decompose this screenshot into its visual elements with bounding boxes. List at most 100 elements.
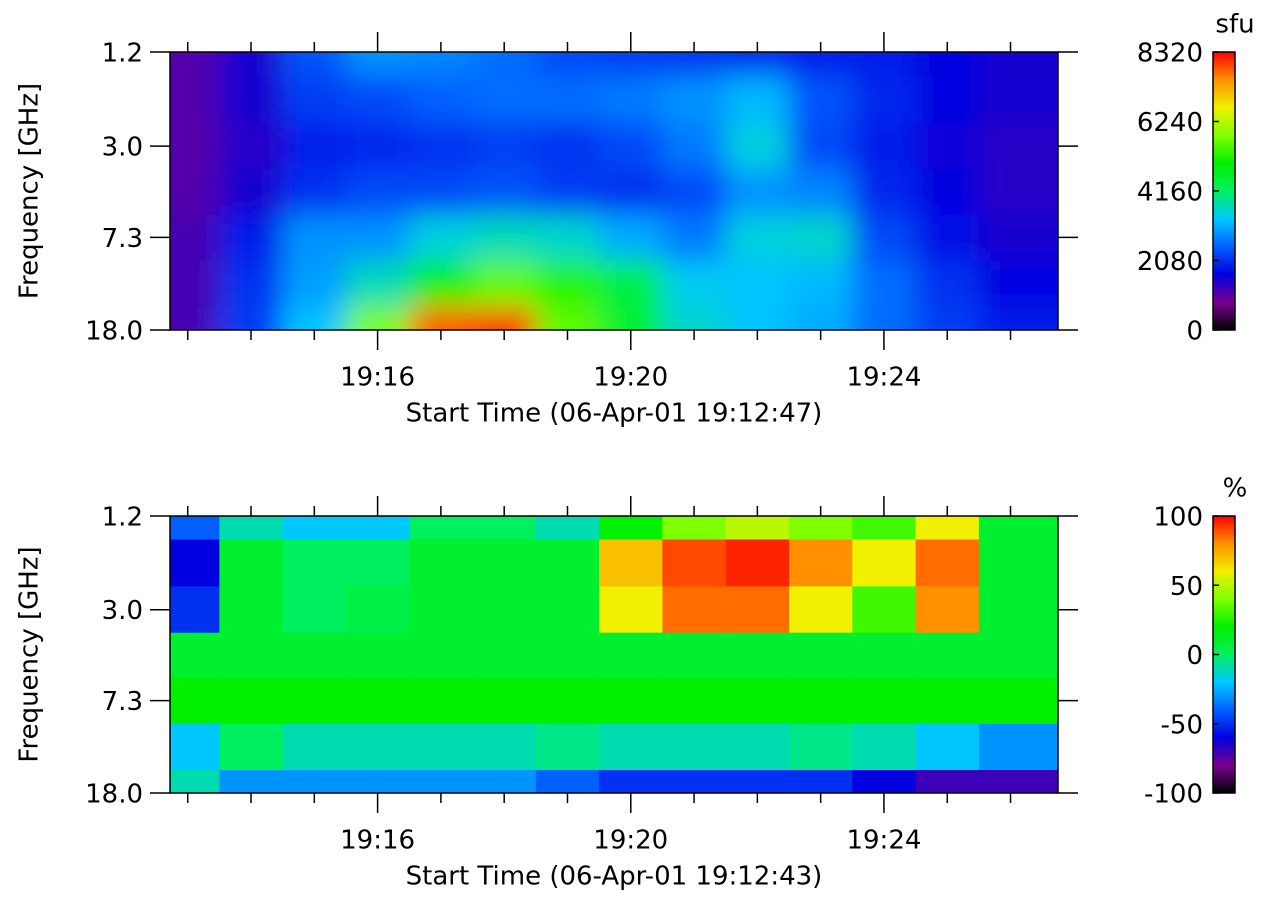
cell — [219, 678, 284, 725]
cell — [409, 678, 474, 725]
cell — [725, 75, 790, 124]
cell — [472, 678, 537, 725]
cell — [409, 723, 474, 771]
cell — [662, 52, 727, 77]
cell — [282, 75, 347, 124]
cell — [219, 770, 284, 793]
y-axis-label: Frequency [GHz] — [15, 546, 45, 762]
cell — [852, 214, 917, 262]
cell — [282, 122, 347, 170]
cell — [345, 52, 410, 77]
cell — [472, 632, 537, 679]
cell — [662, 632, 727, 679]
cell — [852, 539, 917, 587]
cell — [170, 52, 220, 77]
plot-frame — [169, 515, 1059, 794]
cell — [170, 678, 220, 725]
cell — [725, 632, 790, 679]
plot-frame — [169, 51, 1059, 331]
cell — [725, 586, 790, 634]
cell — [978, 52, 1058, 77]
x-axis-label: Start Time (06-Apr-01 19:12:47) — [406, 399, 823, 429]
cell — [789, 122, 853, 170]
colorbar-tick-label: 6240 — [1137, 108, 1203, 138]
cell — [472, 52, 537, 77]
cell — [599, 539, 663, 587]
cell — [345, 122, 410, 170]
cell — [409, 214, 474, 262]
cell — [535, 770, 600, 793]
cell — [219, 516, 284, 541]
cell — [472, 770, 537, 793]
cell — [282, 723, 347, 771]
cell — [662, 122, 727, 170]
cell — [662, 678, 727, 725]
x-axis-label: Start Time (06-Apr-01 19:12:43) — [406, 862, 823, 892]
cell — [170, 516, 220, 541]
cell — [599, 770, 663, 793]
cell — [978, 632, 1058, 679]
cell — [170, 723, 220, 771]
cell — [852, 260, 917, 308]
cell — [915, 586, 980, 634]
cell — [170, 75, 220, 124]
cell — [599, 723, 663, 771]
cell — [978, 723, 1058, 771]
cell — [472, 169, 537, 216]
cell — [219, 169, 284, 216]
cell — [219, 260, 284, 308]
cell — [599, 75, 663, 124]
cell — [535, 516, 600, 541]
y-tick-label: 18.0 — [85, 780, 143, 810]
cell — [472, 260, 537, 308]
cell — [789, 516, 853, 541]
cell — [472, 122, 537, 170]
colorbar-tick-label: 100 — [1153, 503, 1203, 533]
cell — [725, 122, 790, 170]
cell — [535, 260, 600, 308]
x-tick-label: 19:24 — [846, 826, 921, 856]
cell — [472, 586, 537, 634]
cell — [282, 307, 347, 330]
y-tick-label: 1.2 — [102, 39, 143, 69]
cell — [662, 307, 727, 330]
x-tick-label: 19:24 — [846, 363, 921, 393]
cell — [978, 122, 1058, 170]
cell — [599, 678, 663, 725]
colorbar-label: sfu — [1215, 10, 1254, 40]
cell — [345, 307, 410, 330]
cell — [599, 122, 663, 170]
cell — [170, 586, 220, 634]
cell — [535, 214, 600, 262]
cell — [599, 52, 663, 77]
cell — [915, 678, 980, 725]
cell — [662, 539, 727, 587]
cell — [282, 214, 347, 262]
cell — [978, 586, 1058, 634]
cell — [409, 307, 474, 330]
y-tick-label: 1.2 — [102, 503, 143, 533]
y-tick-label: 3.0 — [102, 133, 143, 163]
cell — [915, 307, 980, 330]
cell — [662, 169, 727, 216]
cell — [915, 75, 980, 124]
y-tick-label: 18.0 — [85, 317, 143, 347]
colorbar-tick-label: 0 — [1186, 641, 1203, 671]
colorbar-tick-label: 8320 — [1137, 39, 1203, 69]
cell — [535, 122, 600, 170]
cell — [535, 632, 600, 679]
cell — [282, 260, 347, 308]
cell — [789, 75, 853, 124]
colorbar-tick-label: -100 — [1144, 780, 1203, 810]
cell — [345, 586, 410, 634]
cell — [282, 632, 347, 679]
cell — [170, 770, 220, 793]
cell — [852, 770, 917, 793]
cell — [915, 260, 980, 308]
cell — [282, 770, 347, 793]
cell — [599, 214, 663, 262]
cell — [978, 169, 1058, 216]
cell — [472, 214, 537, 262]
cell — [725, 260, 790, 308]
cell — [852, 723, 917, 771]
